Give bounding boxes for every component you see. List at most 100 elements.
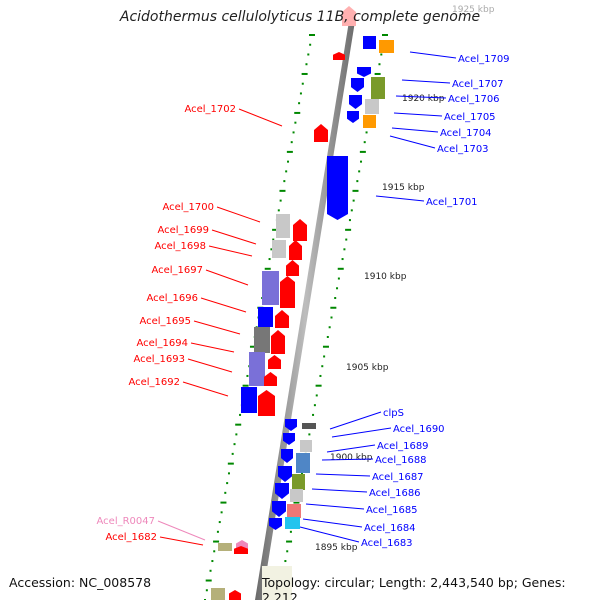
gene-arrow-acel-1682[interactable]: [234, 546, 248, 554]
gene-label-acel-1709[interactable]: Acel_1709: [458, 54, 510, 65]
gene-label-acel-1697[interactable]: Acel_1697: [151, 265, 203, 276]
gene-arrow-acel-1687[interactable]: [275, 483, 289, 499]
cog-bar-acel-1705[interactable]: [365, 99, 379, 114]
gene-label-acel-1707[interactable]: Acel_1707: [452, 79, 504, 90]
gene-label-acel-1698[interactable]: Acel_1698: [154, 241, 206, 252]
gene-label-acel-1693[interactable]: Acel_1693: [133, 354, 185, 365]
gene-arrow-bottom[interactable]: [229, 590, 241, 600]
feature-bottom-light[interactable]: [262, 566, 292, 600]
cog-bar-acel-1707[interactable]: [371, 77, 385, 99]
tick-mark: [268, 258, 271, 261]
gene-label-acel-1704[interactable]: Acel_1704: [440, 128, 492, 139]
gene-label-acel-1686[interactable]: Acel_1686: [369, 488, 421, 499]
gene-arrow-acel-1693[interactable]: [264, 372, 277, 386]
gene-arrow-small[interactable]: [333, 52, 345, 60]
gene-label-acel-1684[interactable]: Acel_1684: [364, 523, 416, 534]
tick-mark: [227, 462, 234, 465]
gene-label-acel-1688[interactable]: Acel_1688: [375, 455, 427, 466]
tick-mark: [352, 189, 359, 192]
gene-label-acel-1705[interactable]: Acel_1705: [444, 112, 496, 123]
cog-bar-acel-1696[interactable]: [258, 307, 273, 327]
gene-arrow-acel-1689[interactable]: [281, 449, 293, 463]
gene-arrow-acel-1688[interactable]: [278, 466, 292, 482]
tick-mark: [300, 472, 303, 475]
gene-arrow-acel-1684[interactable]: [269, 518, 282, 530]
tick-mark: [220, 511, 223, 514]
gene-arrow-acel-1697[interactable]: [280, 276, 295, 308]
gene-label-acel-1701[interactable]: Acel_1701: [426, 197, 478, 208]
gene-arrow-acel-1695[interactable]: [271, 330, 285, 354]
gene-label-acel-1682[interactable]: Acel_1682: [105, 532, 157, 543]
gene-label-acel-r0047[interactable]: Acel_R0047: [97, 516, 156, 527]
gene-label-acel-1689[interactable]: Acel_1689: [377, 441, 429, 452]
cog-bar-acel-1709[interactable]: [379, 40, 394, 53]
gene-label-acel-1687[interactable]: Acel_1687: [372, 472, 424, 483]
cog-bar-acel-1694[interactable]: [249, 352, 265, 386]
gene-arrow-acel-1705[interactable]: [349, 95, 362, 109]
cog-bar-acel-1682[interactable]: [218, 543, 232, 551]
gene-label-acel-1700[interactable]: Acel_1700: [162, 202, 214, 213]
gene-label-acel-1692[interactable]: Acel_1692: [128, 377, 180, 388]
gene-arrow-acel-1706[interactable]: [351, 78, 364, 92]
gene-label-acel-1699[interactable]: Acel_1699: [157, 225, 209, 236]
gene-arrow-acel-1698[interactable]: [286, 260, 299, 276]
tick-mark: [330, 316, 333, 319]
gene-label-connector: [211, 229, 257, 245]
cog-bar-acel-1690[interactable]: [300, 440, 312, 452]
gene-arrow-clps[interactable]: [285, 419, 297, 431]
cog-bar-acel-1704[interactable]: [363, 115, 376, 128]
gene-label-acel-1702[interactable]: Acel_1702: [184, 104, 236, 115]
gene-arrow-acel-1707[interactable]: [357, 67, 371, 77]
gene-arrow-acel-1696[interactable]: [275, 310, 289, 328]
cog-bar-acel-1699[interactable]: [272, 240, 286, 258]
cog-bar-acel-1687[interactable]: [292, 474, 305, 490]
gene-arrow-acel-1694[interactable]: [268, 355, 281, 369]
gene-label-acel-1696[interactable]: Acel_1696: [146, 293, 198, 304]
gene-label-connector: [391, 127, 439, 133]
gene-label-acel-1706[interactable]: Acel_1706: [448, 94, 500, 105]
cog-bar-acel-1700[interactable]: [276, 214, 290, 238]
tick-mark: [246, 374, 249, 377]
cog-bar-acel-1697[interactable]: [262, 271, 279, 305]
gene-label-acel-1683[interactable]: Acel_1683: [361, 538, 413, 549]
gene-arrow-acel-1690[interactable]: [283, 433, 295, 445]
gene-label-acel-1703[interactable]: Acel_1703: [437, 144, 489, 155]
tick-mark: [294, 111, 301, 114]
gene-label-clps[interactable]: clpS: [383, 408, 404, 419]
cog-bar-acel-1686[interactable]: [290, 489, 303, 502]
gene-label-connector: [305, 503, 365, 510]
gene-label-acel-1694[interactable]: Acel_1694: [136, 338, 188, 349]
gene-arrow-acel-1700[interactable]: [293, 219, 307, 241]
tick-mark: [242, 384, 249, 387]
cog-bar-acel-1692[interactable]: [241, 387, 257, 413]
cog-bar-acel-1684[interactable]: [285, 517, 300, 529]
gene-arrow-acel-1685[interactable]: [272, 501, 286, 517]
gene-label-acel-1695[interactable]: Acel_1695: [139, 316, 191, 327]
tick-mark: [308, 433, 311, 436]
cog-bar-acel-1695[interactable]: [254, 327, 270, 353]
cog-bar-acel-1685[interactable]: [287, 504, 301, 518]
gene-label-acel-1690[interactable]: Acel_1690: [393, 424, 445, 435]
tick-mark: [315, 384, 322, 387]
tick-mark: [319, 374, 322, 377]
tick-mark: [322, 345, 329, 348]
gene-label-connector: [311, 488, 368, 493]
gene-label-acel-1685[interactable]: Acel_1685: [366, 505, 418, 516]
gene-arrow-acel-1704[interactable]: [347, 111, 359, 123]
tick-mark: [277, 209, 280, 212]
gene-arrow-acel-1699[interactable]: [289, 240, 302, 260]
gene-arrow-acel-1702[interactable]: [314, 124, 328, 142]
tick-mark: [341, 258, 344, 261]
cog-bar-acel-1689[interactable]: [296, 453, 310, 473]
gene-arrow-acel-1709[interactable]: [363, 36, 376, 49]
tick-mark: [313, 404, 316, 407]
gene-arrow-acel-1701[interactable]: [327, 156, 348, 220]
gene-arrow-acel-1692[interactable]: [258, 390, 275, 416]
tick-mark: [363, 141, 366, 144]
tick-mark: [211, 560, 214, 563]
tick-mark: [305, 63, 308, 66]
gene-arrow-top-faded[interactable]: [342, 6, 356, 26]
cog-bar-clps[interactable]: [302, 423, 316, 429]
cog-bar-bottom[interactable]: [211, 588, 225, 600]
gene-label-connector: [193, 320, 241, 335]
